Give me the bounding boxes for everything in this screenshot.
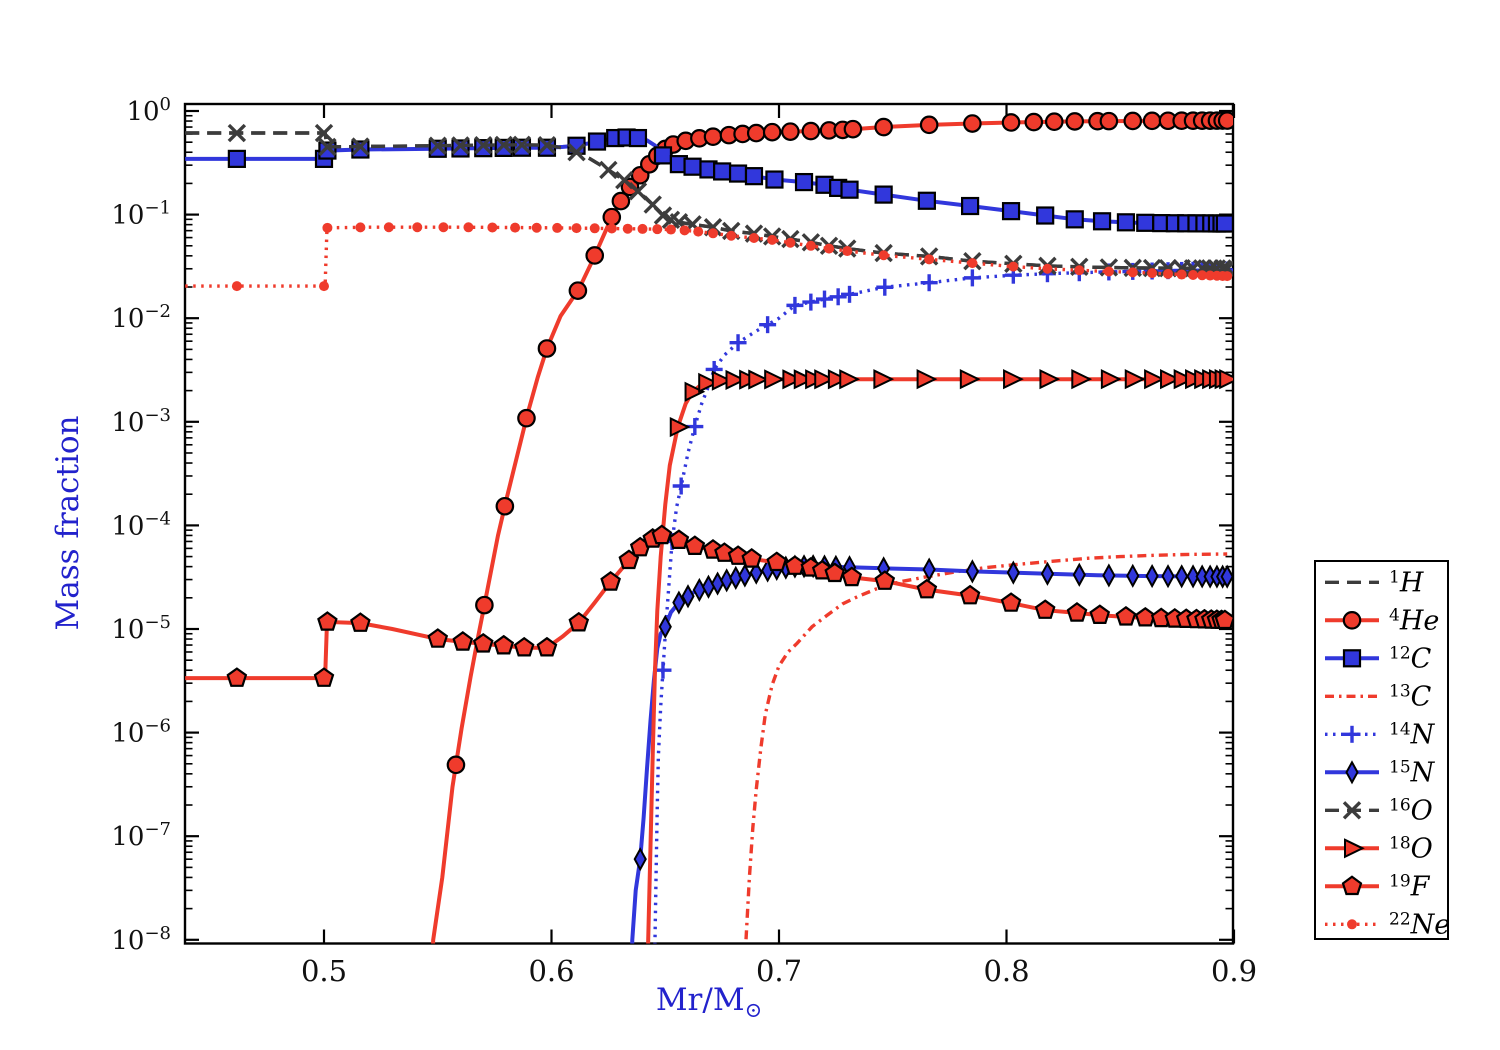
y-tick-label: 10−5	[111, 612, 171, 645]
series-F19	[185, 524, 1233, 687]
legend-label-C12: 12C	[1389, 643, 1432, 674]
series-C13	[744, 552, 1228, 944]
series-Ne22	[185, 222, 1233, 292]
legend-entry-Ne22: 22Ne	[1325, 909, 1450, 940]
x-tick-label: 0.6	[528, 954, 574, 988]
legend-label-H1: 1H	[1389, 567, 1424, 598]
y-axis-label: Mass fraction	[50, 415, 86, 630]
series-line-O18	[646, 377, 1228, 944]
y-tick-label: 10−7	[111, 819, 171, 852]
x-tick-label: 0.9	[1211, 954, 1257, 988]
legend-label-O16: 16O	[1389, 795, 1433, 826]
y-axis-ticks: 100 10−1 10−2 10−3 10−4 10−5 10−6 10−7 10−8	[111, 94, 1233, 956]
y-tick-label: 100	[126, 94, 171, 127]
series-O16	[185, 123, 1233, 278]
series-O18	[646, 369, 1233, 944]
legend-entry-F19: 19F	[1325, 871, 1431, 902]
series-line-N15	[630, 564, 1228, 944]
legend-entry-O18: 18O	[1325, 833, 1433, 864]
y-tick-label: 10−4	[111, 508, 171, 541]
y-tick-label: 10−1	[111, 198, 171, 231]
legend-entry-H1: 1H	[1325, 567, 1424, 598]
legend-entry-C12: 12C	[1325, 643, 1432, 674]
legend-label-N15: 15N	[1389, 757, 1436, 788]
legend-label-He4: 4He	[1389, 605, 1439, 636]
series-line-O16	[185, 131, 1228, 271]
x-tick-label: 0.8	[983, 954, 1029, 988]
series-line-C13	[744, 552, 1228, 944]
y-tick-label: 10−3	[111, 405, 171, 438]
x-tick-label: 0.5	[301, 954, 347, 988]
legend-label-C13: 13C	[1389, 681, 1432, 712]
legend-label-N14: 14N	[1389, 719, 1436, 750]
y-tick-label: 10−2	[111, 301, 171, 334]
x-axis-ticks: 0.5 0.6 0.7 0.8 0.9	[301, 104, 1257, 988]
y-tick-label: 10−6	[111, 716, 171, 749]
series-H1	[185, 131, 1228, 271]
y-tick-label: 10−8	[111, 923, 171, 956]
legend-entry-C13: 13C	[1325, 681, 1432, 712]
series-line-H1	[185, 131, 1228, 271]
legend-entry-O16: 16O	[1325, 795, 1433, 826]
legend-label-F19: 19F	[1389, 871, 1431, 902]
x-tick-label: 0.7	[756, 954, 802, 988]
legend-entry-He4: 4He	[1325, 605, 1439, 636]
x-axis-label: Mr/M⊙	[656, 982, 762, 1022]
legend-entry-N15: 15N	[1325, 757, 1436, 788]
legend-label-Ne22: 22Ne	[1389, 909, 1450, 940]
legend-entry-N14: 14N	[1325, 719, 1436, 750]
legend: 1H 4He 12C 13C 14N 15N 16O 18O 19F 22Ne	[1314, 560, 1450, 940]
legend-label-O18: 18O	[1389, 833, 1433, 864]
